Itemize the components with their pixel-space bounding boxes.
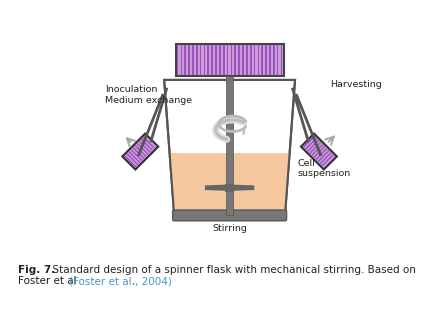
Bar [225, 184, 234, 192]
Bar [277, 45, 279, 74]
Text: .: . [132, 276, 136, 286]
Bar [185, 45, 186, 74]
Bar [135, 145, 146, 157]
Bar [315, 148, 327, 160]
Bar [203, 45, 205, 74]
Bar [261, 45, 263, 74]
Text: (Foster et al., 2004): (Foster et al., 2004) [69, 276, 172, 286]
Text: Fig. 7.: Fig. 7. [18, 264, 55, 275]
Bar [258, 45, 259, 74]
Bar [131, 149, 142, 161]
Polygon shape [205, 185, 226, 191]
Bar [309, 142, 321, 154]
Bar [176, 44, 284, 76]
Bar [318, 150, 329, 162]
Bar [200, 45, 202, 74]
Bar [129, 151, 141, 163]
Bar [314, 146, 325, 158]
Bar [322, 154, 334, 166]
Bar [301, 134, 337, 169]
Bar [141, 139, 153, 151]
Bar [133, 147, 145, 159]
Bar [242, 45, 244, 74]
Bar [320, 152, 332, 164]
Text: Cell
suspension: Cell suspension [297, 159, 351, 178]
Bar [215, 45, 217, 74]
Bar [223, 45, 224, 74]
Polygon shape [233, 185, 254, 191]
Text: Stirring: Stirring [212, 224, 247, 233]
Bar [226, 76, 233, 215]
Bar [311, 144, 323, 156]
FancyBboxPatch shape [172, 210, 287, 221]
Polygon shape [164, 80, 295, 215]
Bar [303, 136, 315, 147]
Bar [227, 45, 228, 74]
Bar [273, 45, 275, 74]
Text: Harvesting: Harvesting [331, 80, 382, 89]
Bar [231, 45, 233, 74]
Bar [122, 134, 158, 169]
Bar [188, 45, 190, 74]
Bar [305, 138, 317, 150]
Bar [219, 45, 221, 74]
Bar [196, 45, 198, 74]
Bar [211, 45, 213, 74]
Bar [143, 137, 155, 149]
Text: Inoculation
Medium exchange: Inoculation Medium exchange [105, 85, 192, 105]
Bar [192, 45, 194, 74]
Bar [137, 143, 149, 155]
Text: Standard design of a spinner flask with mechanical stirring. Based on: Standard design of a spinner flask with … [46, 264, 416, 275]
Bar [250, 45, 251, 74]
Bar [177, 45, 178, 74]
Bar [269, 45, 271, 74]
Bar [254, 45, 255, 74]
Bar [238, 45, 240, 74]
Bar [246, 45, 248, 74]
Polygon shape [170, 153, 289, 215]
Bar [125, 156, 136, 167]
Bar [265, 45, 267, 74]
Bar [280, 45, 282, 74]
Bar [126, 153, 138, 165]
Bar [207, 45, 209, 74]
Bar [181, 45, 182, 74]
Text: Foster et al: Foster et al [18, 276, 80, 286]
Bar [234, 45, 236, 74]
Bar [307, 140, 319, 152]
Bar [139, 141, 151, 153]
Bar [226, 192, 233, 199]
